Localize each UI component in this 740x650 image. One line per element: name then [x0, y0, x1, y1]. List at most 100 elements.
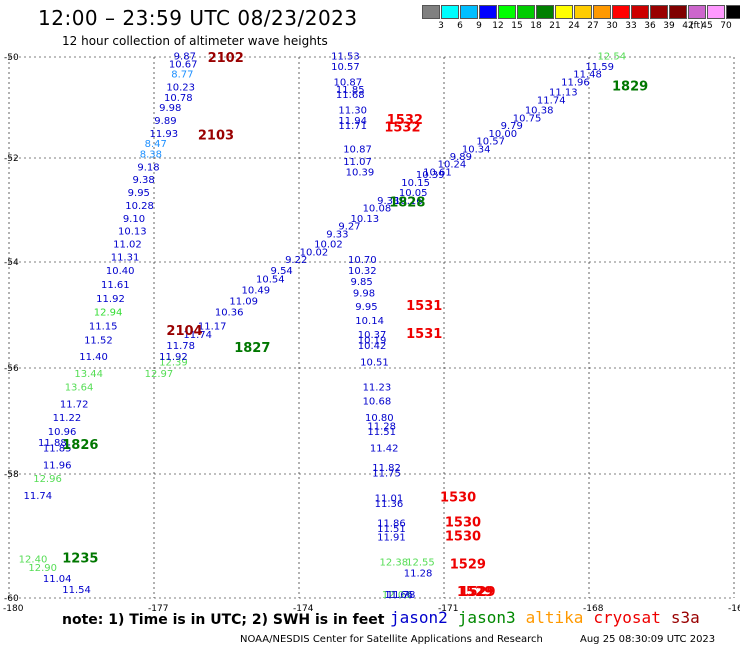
wave-height-value: 11.86	[377, 519, 406, 530]
wave-height-value: 9.87	[174, 52, 196, 63]
wave-height-value: 10.75	[513, 113, 542, 124]
wave-height-value: 12.38	[380, 557, 409, 568]
wave-height-value: 10.34	[462, 144, 491, 155]
wave-height-value: 11.13	[549, 88, 578, 99]
wave-height-value: 10.37	[358, 330, 387, 341]
wave-height-value: 9.27	[338, 222, 360, 233]
legend-label: 6	[457, 21, 463, 31]
wave-height-value: 10.49	[241, 286, 270, 297]
wave-height-value: 11.51	[367, 427, 396, 438]
wave-height-value: 10.14	[355, 316, 384, 327]
wave-height-value: 11.92	[96, 294, 125, 305]
wave-height-value: 13.44	[74, 369, 103, 380]
wave-height-value: 10.39	[346, 167, 375, 178]
axis-labels: -180 -177 -174 -171 -168 -16 -50 -52 -54 -56 -58 -6…	[3, 53, 740, 614]
wave-height-value: 8.77	[171, 70, 193, 81]
wave-height-value: 9.33	[377, 196, 399, 207]
legend-label: 27	[587, 21, 599, 31]
pass-time-label: 1529	[457, 585, 493, 600]
wave-height-value: 11.59	[585, 62, 614, 73]
wave-height-value: 11.96	[43, 460, 72, 471]
wave-height-value: 9.95	[355, 302, 377, 313]
wave-height-value: 10.00	[488, 129, 517, 140]
wave-height-value: 10.40	[106, 266, 135, 277]
legend-unit: (ft)	[690, 21, 704, 31]
satellite-name: jason2	[390, 608, 448, 627]
wave-height-value: 10.32	[348, 266, 377, 277]
legend-swatch	[593, 5, 611, 19]
legend-label: 39	[663, 21, 675, 31]
wave-height-value: 10.39	[416, 170, 445, 181]
legend-label: 45	[701, 21, 713, 31]
wave-height-value: 9.10	[123, 214, 145, 225]
wave-height-value: 11.02	[113, 240, 142, 251]
legend-label: 15	[511, 21, 523, 31]
legend-label: 9	[476, 21, 482, 31]
wave-height-value: 10.05	[399, 188, 428, 199]
legend-swatch	[612, 5, 630, 19]
wave-height-value: 11.52	[84, 335, 113, 346]
wave-height-value: 10.96	[48, 427, 77, 438]
wave-height-value: 9.85	[350, 277, 372, 288]
satellite-name: altika	[525, 608, 584, 627]
wave-height-value: 10.70	[348, 255, 377, 266]
legend-swatch	[669, 5, 687, 19]
satellite-name: jason3	[457, 608, 516, 627]
legend-swatch	[479, 5, 497, 19]
satellite-name: s3a	[670, 608, 700, 627]
wave-height-value: 11.04	[43, 574, 72, 585]
pass-time-label: 2104	[166, 324, 202, 339]
wave-height-value: 10.42	[358, 341, 387, 352]
pass-time-label: 1532	[387, 113, 423, 128]
wave-height-value: 11.40	[79, 352, 108, 363]
legend-swatch	[726, 5, 740, 19]
wave-height-value: 10.87	[343, 144, 372, 155]
wave-height-value: 10.51	[360, 358, 389, 369]
wave-height-value: 10.13	[118, 227, 147, 238]
satellite-legend: jason2 jason3 altika cryosat s3a	[390, 608, 710, 627]
longitude-label: -174	[293, 604, 314, 614]
legend-labels: 3 6 9 12 15 18 21 24 27 30 33 36 39 42 45 70	[422, 19, 740, 33]
pass-time-label: 1829	[612, 79, 648, 94]
wave-height-value: 11.74	[24, 491, 53, 502]
wave-height-value: 11.09	[229, 297, 258, 308]
wave-height-value: 9.38	[133, 175, 155, 186]
wave-height-value: 9.98	[159, 103, 181, 114]
wave-height-value: 9.79	[501, 121, 523, 132]
wave-height-value: 11.36	[375, 499, 404, 510]
pass-time-label: 1529	[459, 585, 495, 600]
wave-height-value: 11.30	[338, 106, 367, 117]
legend-label: 36	[644, 21, 656, 31]
wave-height-value: 9.22	[285, 255, 307, 266]
legend-swatch	[536, 5, 554, 19]
pass-time-label: 1530	[440, 491, 476, 506]
wave-height-value: 11.74	[537, 95, 566, 106]
legend-label: 3	[438, 21, 444, 31]
wave-height-value: 10.78	[164, 93, 193, 104]
wave-height-value: 11.42	[370, 444, 399, 455]
wave-height-value: 12.03	[382, 590, 411, 601]
legend-swatch	[650, 5, 668, 19]
legend-label: 12	[492, 21, 504, 31]
wave-height-value: 10.19	[358, 335, 387, 346]
wave-height-value: 9.89	[450, 152, 472, 163]
pass-time-label: 1529	[450, 557, 486, 572]
wave-height-value: 10.57	[331, 62, 360, 73]
legend-swatches	[422, 5, 740, 19]
wave-height-value: 11.85	[336, 85, 365, 96]
wave-height-value: 11.91	[377, 533, 406, 544]
wave-height-value: 12.39	[159, 358, 188, 369]
wave-height-value: 10.54	[256, 274, 285, 285]
pass-time-label: 1826	[62, 438, 98, 453]
pass-time-label: 1530	[445, 516, 481, 531]
wave-height-value: 10.13	[350, 214, 379, 225]
page-title: 12:00 – 23:59 UTC 08/23/2023	[38, 6, 358, 30]
wave-height-value: 10.87	[334, 77, 363, 88]
wave-height-value: 12.94	[94, 308, 123, 319]
pass-time-label: 1531	[406, 327, 442, 342]
legend-label: 70	[720, 21, 732, 31]
pass-time-label: 1531	[406, 299, 442, 314]
legend-swatch	[574, 5, 592, 19]
latitude-label: -58	[4, 470, 19, 480]
legend-label: 18	[530, 21, 542, 31]
